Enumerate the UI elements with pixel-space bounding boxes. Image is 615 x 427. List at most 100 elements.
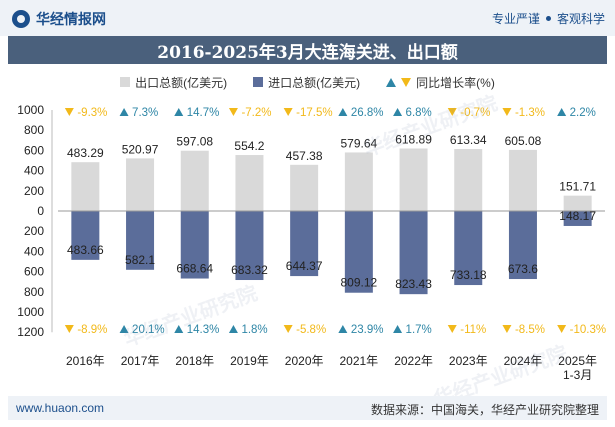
import-growth-label: 14.3% xyxy=(187,324,220,336)
legend-item-export[interactable]: 出口总额(亿美元) xyxy=(120,74,227,91)
import-value-label: 733.18 xyxy=(450,268,487,282)
export-value-label: 457.38 xyxy=(286,149,323,163)
growth-down-triangle-icon xyxy=(557,325,567,333)
growth-up-triangle-icon xyxy=(119,108,129,116)
import-value-label: 582.1 xyxy=(125,253,155,267)
export-growth-label: 6.8% xyxy=(406,107,432,119)
brand[interactable]: 华经情报网 xyxy=(12,9,106,29)
x-category-label: 2021年 xyxy=(339,354,378,368)
export-bar[interactable] xyxy=(235,155,264,211)
export-bar[interactable] xyxy=(344,152,373,211)
export-swatch-icon xyxy=(120,77,131,87)
export-value-label: 579.64 xyxy=(340,136,377,150)
legend-item-import[interactable]: 进口总额(亿美元) xyxy=(253,74,360,91)
x-category-label: 2022年 xyxy=(394,354,433,368)
growth-up-triangle-icon xyxy=(557,108,567,116)
import-value-label: 668.64 xyxy=(176,262,213,276)
import-growth-label: 1.8% xyxy=(241,324,267,336)
growth-down-triangle-icon xyxy=(64,108,74,116)
growth-up-triangle-icon xyxy=(386,77,397,87)
export-value-label: 483.29 xyxy=(67,146,104,160)
growth-up-triangle-icon xyxy=(119,325,129,333)
import-bar[interactable] xyxy=(180,211,209,279)
tag-separator-dot-icon xyxy=(545,16,551,21)
export-bar[interactable] xyxy=(180,150,209,211)
growth-up-triangle-icon xyxy=(393,325,403,333)
import-growth-label: 1.7% xyxy=(406,324,432,336)
y-tick-label: 400 xyxy=(24,244,44,258)
growth-up-triangle-icon xyxy=(338,108,348,116)
import-growth-label: -5.8% xyxy=(296,324,326,336)
export-bar[interactable] xyxy=(290,164,319,211)
growth-down-triangle-icon xyxy=(283,108,293,116)
import-growth-label: 23.9% xyxy=(351,324,384,336)
x-category-label: 2016年 xyxy=(66,354,105,368)
export-growth-label: -0.7% xyxy=(460,107,490,119)
import-bar[interactable] xyxy=(235,211,264,281)
top-bar: 华经情报网 专业严谨 客观科学 xyxy=(0,0,615,36)
x-category-label: 1-3月 xyxy=(563,368,592,382)
x-category-label: 2017年 xyxy=(121,354,160,368)
y-tick-label: 1000 xyxy=(17,305,44,319)
footer-bar: www.huaon.com 数据来源：中国海关，华经产业研究院整理 xyxy=(8,396,607,420)
trade-chart: 1000 800 600 400 200 0 200 400 600 800 1000 1200 483… xyxy=(17,103,606,382)
import-value-label: 644.37 xyxy=(286,259,323,273)
growth-down-triangle-icon xyxy=(228,108,238,116)
chart-title: 2016-2025年3月大连海关进、出口额 xyxy=(157,42,458,63)
y-tick-label: 1000 xyxy=(17,103,44,117)
growth-down-triangle-icon xyxy=(447,108,457,116)
import-bar[interactable] xyxy=(508,211,537,280)
import-growth-label: -11% xyxy=(460,324,486,336)
export-value-label: 520.97 xyxy=(122,142,159,156)
growth-up-triangle-icon xyxy=(338,325,348,333)
import-value-label: 823.43 xyxy=(395,277,432,291)
export-bar[interactable] xyxy=(126,158,155,211)
growth-up-triangle-icon xyxy=(174,108,184,116)
export-growth-label: 26.8% xyxy=(351,107,384,119)
legend-growth-label: 同比增长率(%) xyxy=(416,75,495,90)
growth-up-triangle-icon xyxy=(174,325,184,333)
import-growth-label: -8.5% xyxy=(515,324,545,336)
export-value-label: 597.08 xyxy=(176,135,213,149)
y-tick-label: 0 xyxy=(37,204,44,218)
import-bar[interactable] xyxy=(290,211,319,277)
export-growth-label: -1.3% xyxy=(515,107,545,119)
y-tick-label: 200 xyxy=(24,184,44,198)
export-value-label: 151.71 xyxy=(559,180,596,194)
tag-objective: 客观科学 xyxy=(556,12,605,26)
growth-down-triangle-icon xyxy=(502,325,512,333)
import-bar[interactable] xyxy=(71,211,100,260)
growth-down-triangle-icon xyxy=(502,108,512,116)
footer-website-link[interactable]: www.huaon.com xyxy=(16,401,105,415)
brand-name: 华经情报网 xyxy=(36,11,106,27)
export-bar[interactable] xyxy=(399,148,428,211)
import-growth-label: -8.9% xyxy=(77,324,107,336)
growth-down-triangle-icon xyxy=(401,77,412,87)
import-bar[interactable] xyxy=(454,211,483,286)
import-value-label: 148.17 xyxy=(559,209,596,223)
import-bar[interactable] xyxy=(563,211,592,226)
legend-item-growth[interactable]: 同比增长率(%) xyxy=(386,74,495,91)
import-growth-label: -10.3% xyxy=(570,324,606,336)
import-value-label: 483.66 xyxy=(67,243,104,257)
import-bar[interactable] xyxy=(126,211,155,270)
export-bar[interactable] xyxy=(454,149,483,211)
x-category-label: 2018年 xyxy=(175,354,214,368)
import-growth-label: 20.1% xyxy=(132,324,165,336)
import-swatch-icon xyxy=(253,77,264,87)
import-bar[interactable] xyxy=(399,211,428,295)
x-category-label: 2023年 xyxy=(449,354,488,368)
y-tick-label: 800 xyxy=(24,123,44,137)
legend-export-label: 出口总额(亿美元) xyxy=(135,75,228,90)
export-growth-label: -9.3% xyxy=(77,107,107,119)
export-value-label: 605.08 xyxy=(505,134,542,148)
x-category-label: 2025年 xyxy=(558,354,597,368)
growth-up-triangle-icon xyxy=(228,325,238,333)
export-bar[interactable] xyxy=(563,195,592,211)
export-growth-label: 14.7% xyxy=(187,107,220,119)
export-bar[interactable] xyxy=(71,162,100,211)
y-tick-label: 800 xyxy=(24,285,44,299)
export-bar[interactable] xyxy=(508,149,537,211)
export-growth-label: -17.5% xyxy=(296,107,332,119)
import-bar[interactable] xyxy=(344,211,373,293)
